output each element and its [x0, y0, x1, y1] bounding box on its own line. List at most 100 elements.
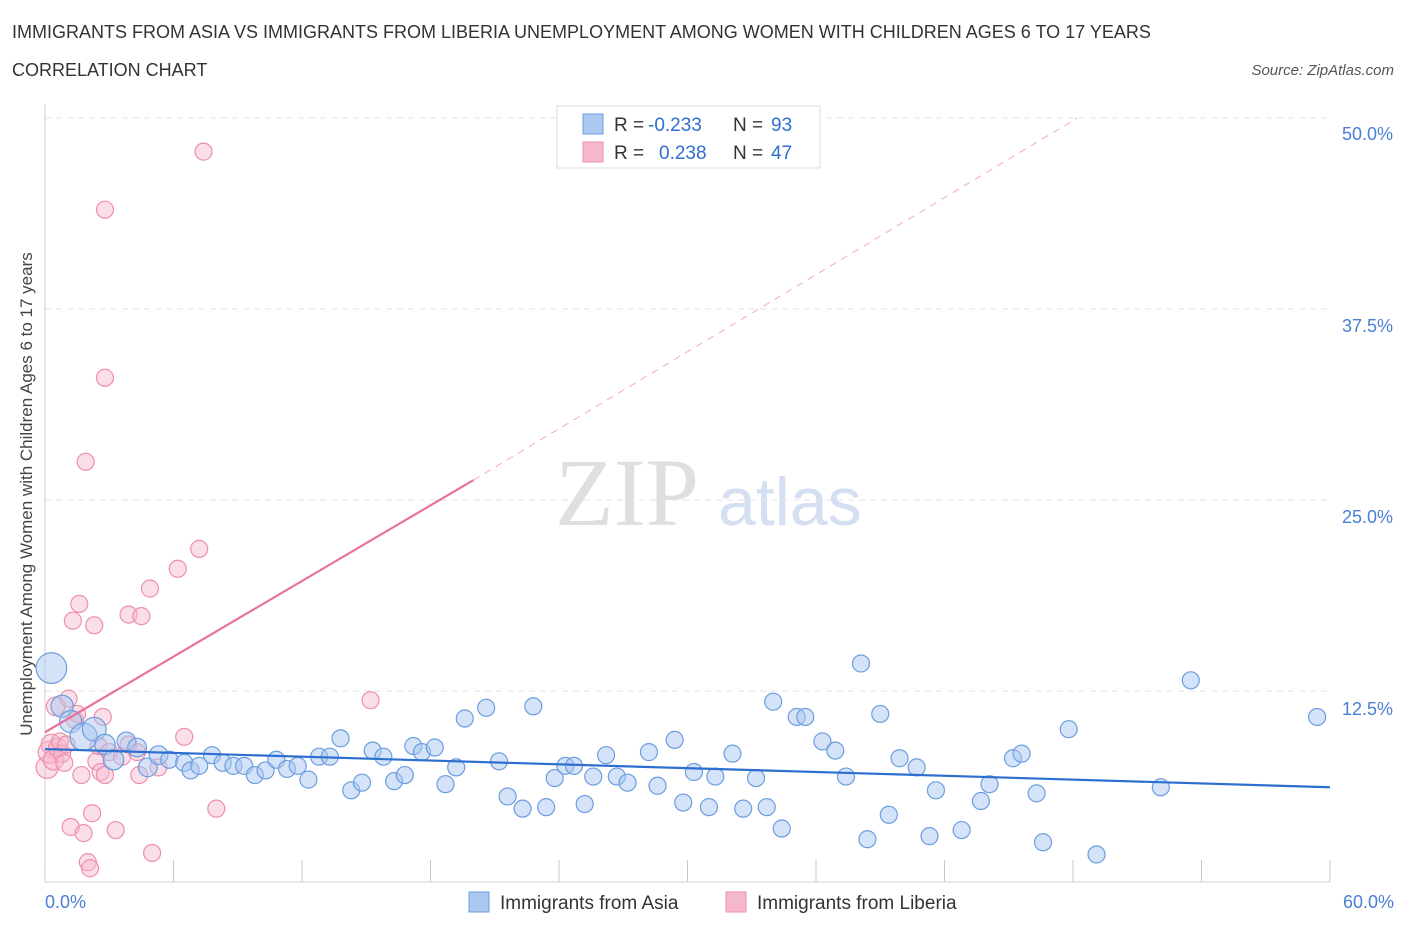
data-point-asia: [1059, 720, 1078, 739]
data-point-liberia: [55, 753, 74, 772]
trend-lines: [44, 117, 1331, 789]
data-point-asia: [288, 756, 307, 775]
data-point-liberia: [142, 843, 162, 863]
data-point-asia: [890, 749, 909, 768]
data-point-asia: [256, 761, 275, 780]
data-point-asia: [395, 765, 414, 785]
data-point-asia: [971, 791, 991, 811]
data-point-liberia: [194, 142, 213, 161]
data-point-asia: [746, 768, 766, 788]
data-point-asia: [447, 758, 466, 777]
legend-label-asia: Immigrants from Asia: [500, 893, 679, 914]
data-point-asia: [706, 767, 725, 786]
legend-n-label: N =: [733, 115, 763, 136]
data-point-asia: [920, 827, 939, 846]
data-point-asia: [1027, 784, 1046, 803]
data-point-asia: [826, 741, 845, 760]
data-point-liberia: [63, 611, 82, 630]
legend-swatch-asia: [582, 113, 604, 135]
data-point-asia: [436, 775, 455, 794]
data-point-liberia: [95, 765, 115, 785]
data-point-liberia: [140, 579, 160, 598]
data-point-asia: [684, 762, 704, 782]
data-point-asia: [871, 704, 890, 724]
series-asia: [35, 652, 1327, 864]
data-point-asia: [1012, 744, 1031, 763]
data-point-asia: [851, 654, 871, 673]
legend-swatch-liberia: [582, 141, 604, 163]
data-point-asia: [127, 737, 148, 758]
data-point-asia: [35, 652, 68, 684]
data-point-liberia: [85, 616, 104, 635]
data-point-asia: [907, 758, 926, 777]
data-point-asia: [190, 756, 209, 775]
data-point-asia: [524, 697, 543, 716]
data-point-asia: [584, 767, 603, 786]
data-point-asia: [648, 776, 667, 795]
data-point-liberia: [132, 607, 151, 626]
y-tick-label: 37.5%: [1342, 316, 1393, 336]
data-point-asia: [639, 743, 659, 762]
y-tick-label: 25.0%: [1342, 507, 1393, 527]
data-point-asia: [299, 770, 318, 789]
grid: [45, 117, 1330, 692]
data-point-liberia: [83, 804, 102, 823]
legend-r-label: R =: [614, 143, 644, 164]
watermark-zip: ZIP: [555, 439, 699, 546]
data-point-asia: [597, 746, 616, 765]
data-point-liberia: [72, 765, 91, 785]
y-tick-label: 50.0%: [1342, 124, 1393, 144]
data-point-asia: [764, 692, 783, 711]
data-point-liberia: [190, 539, 209, 558]
data-point-liberia: [70, 594, 89, 614]
legend-r-value-asia: -0.233: [648, 115, 702, 136]
data-point-liberia: [76, 452, 95, 471]
data-point-asia: [699, 798, 719, 817]
legend-r-label: R =: [614, 115, 644, 136]
data-point-asia: [425, 738, 444, 757]
data-point-asia: [772, 819, 791, 838]
data-point-asia: [757, 798, 776, 817]
data-point-liberia: [207, 799, 226, 818]
legend-stats: R = -0.233 N = 93 R = 0.238 N = 47: [556, 105, 821, 169]
legend-label-liberia: Immigrants from Liberia: [757, 893, 957, 914]
legend-swatch-liberia: [725, 891, 747, 913]
trend-line-liberia: [44, 479, 474, 734]
data-point-asia: [331, 729, 350, 748]
data-point-asia: [858, 830, 877, 849]
data-point-asia: [352, 773, 372, 792]
data-point-liberia: [95, 200, 115, 219]
legend-r-value-liberia: 0.238: [659, 143, 707, 164]
data-point-asia: [498, 787, 517, 806]
legend-n-value-liberia: 47: [771, 143, 792, 164]
legend-n-value-asia: 93: [771, 115, 792, 136]
legend-swatch-asia: [468, 891, 490, 913]
data-point-asia: [1087, 845, 1106, 864]
data-point-asia: [1033, 833, 1053, 852]
data-point-asia: [513, 799, 532, 818]
data-point-asia: [723, 744, 742, 763]
data-point-asia: [665, 730, 684, 749]
legend-series: Immigrants from Asia Immigrants from Lib…: [468, 891, 957, 914]
chart-title: IMMIGRANTS FROM ASIA VS IMMIGRANTS FROM …: [12, 22, 1151, 42]
data-point-asia: [618, 773, 637, 792]
data-point-liberia: [361, 691, 380, 710]
chart-subtitle: CORRELATION CHART: [12, 60, 208, 80]
data-point-asia: [545, 768, 564, 788]
legend-n-label: N =: [733, 143, 763, 164]
trend-line-liberia-extension: [473, 117, 1078, 481]
data-point-asia: [836, 767, 856, 786]
data-point-liberia: [74, 824, 93, 843]
watermark-atlas: atlas: [718, 464, 862, 540]
data-point-liberia: [175, 727, 194, 746]
data-point-liberia: [168, 559, 187, 578]
data-point-asia: [102, 748, 125, 771]
data-point-liberia: [80, 859, 100, 878]
data-point-asia: [455, 709, 474, 728]
data-point-asia: [1181, 671, 1200, 690]
source-label: Source: ZipAtlas.com: [1251, 62, 1394, 79]
data-point-asia: [734, 799, 753, 818]
data-point-asia: [980, 775, 999, 794]
data-point-asia: [1308, 707, 1327, 727]
